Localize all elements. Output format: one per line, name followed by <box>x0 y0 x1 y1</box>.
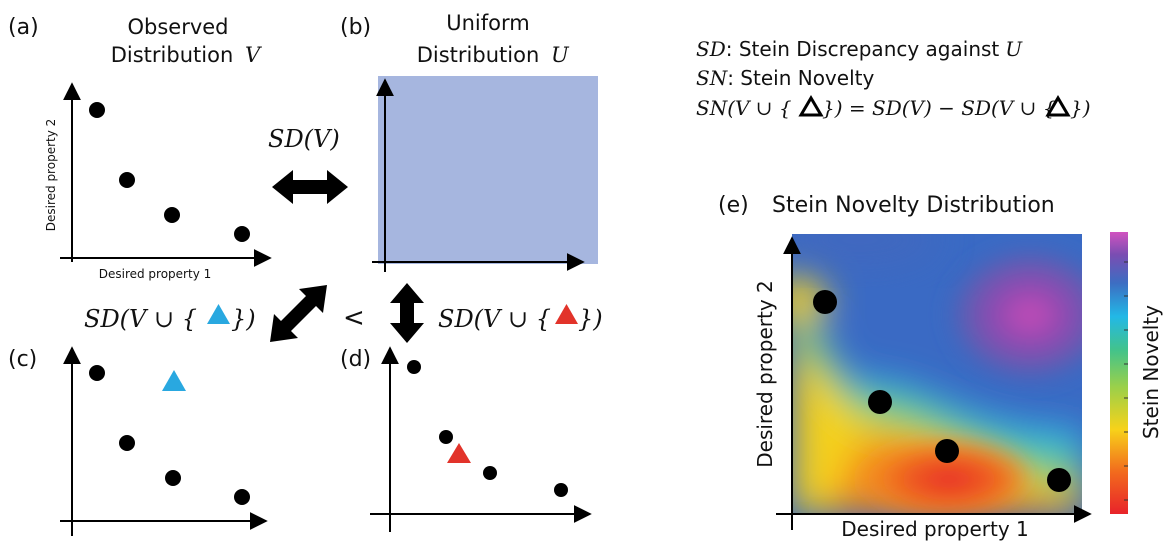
less-than-sign: < <box>343 303 365 333</box>
sd-blue-prefix: SD(V ∪ { <box>84 305 197 333</box>
panel-c-dot <box>119 435 135 451</box>
double-arrow-b-d <box>390 283 424 343</box>
panel-d-dot <box>483 466 497 480</box>
panel-d-dot <box>439 430 453 444</box>
panel-a-dot <box>89 102 105 118</box>
triangle-outline-icon <box>798 95 824 117</box>
colorbar-ticks <box>1124 261 1128 501</box>
panel-e-dot <box>935 439 959 463</box>
panel-e: (e) Stein Novelty Distribution Desired p… <box>718 193 1163 541</box>
colorbar <box>1110 232 1128 514</box>
panel-e-title: Stein Novelty Distribution <box>772 193 1055 218</box>
panel-a-title-line1: Observed <box>127 15 228 39</box>
novelty-heatmap <box>792 234 1082 514</box>
panel-e-xlabel: Desired property 1 <box>841 517 1029 541</box>
sd-red-suffix: }) <box>578 305 603 333</box>
panel-a-letter: (a) <box>8 15 39 40</box>
panel-c-letter: (c) <box>8 347 37 372</box>
panel-c-dot <box>165 470 181 486</box>
double-arrow-a-b <box>272 170 348 204</box>
panel-a-dot <box>164 207 180 223</box>
panel-b: (b) Uniform Distribution U <box>340 11 598 272</box>
candidate-red-triangle <box>447 443 471 463</box>
panel-a-dot <box>119 172 135 188</box>
panel-d-letter: (d) <box>340 347 371 372</box>
definitions: SD: Stein Discrepancy against U SN: Stein… <box>696 37 1091 120</box>
sd-red-prefix: SD(V ∪ { <box>438 305 551 333</box>
panel-a-ylabel: Desired property 2 <box>44 119 58 232</box>
candidate-blue-triangle <box>162 370 186 391</box>
definition-sd: SD: Stein Discrepancy against U <box>696 37 1023 61</box>
panel-d-dot <box>554 483 568 497</box>
panel-b-letter: (b) <box>340 15 371 40</box>
panel-a: (a) Observed Distribution V Desired prop… <box>8 15 272 281</box>
red-triangle-icon <box>555 304 578 324</box>
panel-a-dot <box>234 226 250 242</box>
panel-b-title-line1: Uniform <box>446 11 529 35</box>
panel-e-dot <box>868 390 892 414</box>
uniform-region <box>378 76 598 264</box>
panel-c: (c) <box>8 346 268 536</box>
panel-c-dot <box>234 489 250 505</box>
double-arrow-a-c <box>270 285 327 342</box>
panel-e-letter: (e) <box>718 193 749 218</box>
panel-d: (d) <box>340 346 592 532</box>
sn-formula-part2: }) = SD(V) − SD(V ∪ { <box>822 96 1056 120</box>
triangle-outline-icon <box>1045 95 1071 117</box>
definition-sn: SN: Stein Novelty <box>696 66 874 90</box>
panel-a-title-var: V <box>245 43 262 67</box>
panel-e-dot <box>813 290 837 314</box>
sn-formula-part1: SN(V ∪ { <box>696 96 792 120</box>
sd-blue-suffix: }) <box>231 305 256 333</box>
blue-triangle-icon <box>207 304 230 324</box>
panel-a-title-line2: Distribution <box>111 43 234 67</box>
sd-v-label: SD(V) <box>268 125 340 153</box>
panel-d-dot <box>407 360 421 374</box>
panel-e-dot <box>1047 468 1071 492</box>
colorbar-label: Stein Novelty <box>1139 305 1163 439</box>
panel-b-title-var: U <box>551 43 570 67</box>
relations: SD(V) < SD(V ∪ { }) SD(V ∪ { }) <box>84 125 603 343</box>
panel-a-xlabel: Desired property 1 <box>99 267 212 281</box>
sn-formula-part3: }) <box>1070 96 1091 120</box>
panel-e-ylabel: Desired property 2 <box>753 280 777 468</box>
panel-c-dot <box>89 365 105 381</box>
panel-b-title-line2: Distribution <box>417 43 540 67</box>
